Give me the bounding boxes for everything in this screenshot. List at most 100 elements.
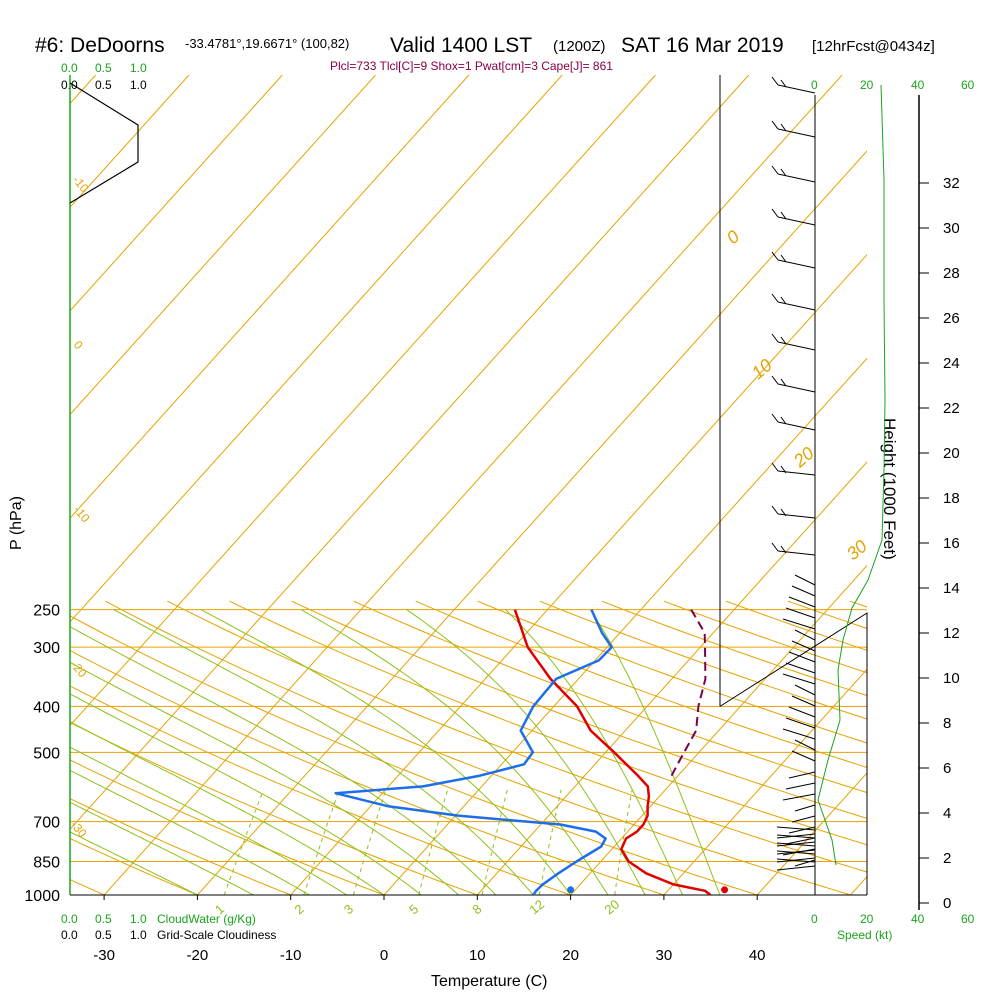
dry-adiabat <box>229 600 867 846</box>
forecast-label: [12hrFcst@0434z] <box>812 38 935 55</box>
speed-tick-top-1: 20 <box>860 78 874 92</box>
wind-barb <box>794 804 816 812</box>
isotherm-label-left: -20 <box>68 658 90 681</box>
speed-tick-top-0: 0 <box>811 78 818 92</box>
pressure-tick-label: 500 <box>33 745 60 762</box>
wind-barb-flag <box>780 296 787 305</box>
isotherm-line <box>476 461 867 895</box>
dry-adiabat <box>105 600 853 895</box>
valid-time: Valid 1400 LST <box>390 34 532 57</box>
dry-adiabat <box>477 600 867 744</box>
valid-date: SAT 16 Mar 2019 <box>621 34 784 57</box>
wind-barb <box>785 782 816 790</box>
temperature-tick-label: 30 <box>656 947 673 964</box>
height-tick-label: 6 <box>943 760 951 777</box>
wind-barb <box>782 793 816 801</box>
station-title: #6: DeDoorns <box>35 34 165 57</box>
indices-line: Plcl=733 Tlcl[C]=9 Shox=1 Pwat[cm]=3 Cap… <box>330 59 613 73</box>
height-tick-label: 16 <box>943 535 960 552</box>
isotherm-line <box>70 75 283 312</box>
speed-tick-top-3: 60 <box>961 78 975 92</box>
wind-barb-flag <box>780 211 787 220</box>
parcel-line <box>670 609 707 777</box>
wind-barb <box>782 673 816 685</box>
wind-barb <box>777 301 816 311</box>
height-tick-label: 30 <box>943 220 960 237</box>
pressure-tick-label: 250 <box>33 603 60 620</box>
dry-adiabat <box>70 685 573 895</box>
dry-adiabat <box>167 600 867 873</box>
pressure-tick-label: 700 <box>33 815 60 832</box>
wind-barb <box>791 695 816 707</box>
wind-barb-flag <box>771 208 779 218</box>
speed-tick-bottom-2: 40 <box>911 912 925 926</box>
speed-tick-bottom-3: 60 <box>961 912 975 926</box>
dry-adiabat <box>70 837 199 895</box>
wind-barb-flag <box>780 168 787 177</box>
wind-barb <box>791 750 816 762</box>
x-axis-title: Temperature (C) <box>431 973 547 990</box>
cloudwater-tick-1: 0.5 <box>95 61 112 75</box>
wind-barb <box>794 739 816 751</box>
wind-barb-flag <box>771 542 779 552</box>
temperature-tick-label: -30 <box>93 947 115 964</box>
wind-barb-flag <box>771 505 779 515</box>
speed-label: Speed (kt) <box>837 928 892 942</box>
moist-adiabat <box>200 609 571 895</box>
wind-barb <box>777 470 816 476</box>
cloudwater-label: CloudWater (g/Kg) <box>157 912 256 926</box>
pressure-tick-label: 400 <box>33 699 60 716</box>
wind-barb <box>785 837 816 845</box>
wind-barb <box>788 596 816 608</box>
isotherm-line <box>944 75 1000 895</box>
height-tick-label: 2 <box>943 850 951 867</box>
height-tick-label: 22 <box>943 400 960 417</box>
mixing-ratio-label: 12 <box>526 897 547 918</box>
height-tick-label: 10 <box>943 670 960 687</box>
dry-adiabat <box>601 600 867 697</box>
mixing-ratio-label: 20 <box>602 897 623 918</box>
height-tick-label: 26 <box>943 310 960 327</box>
dewpoint-line <box>334 609 613 895</box>
isotherm-line <box>663 668 867 895</box>
isotherm-line <box>70 75 563 623</box>
cloudiness-label: Grid-Scale Cloudiness <box>157 928 276 942</box>
mixing-ratio-label: 3 <box>341 901 356 917</box>
surface-dewpoint-marker <box>567 886 575 894</box>
height-axis-title: Height (1000 Feet) <box>880 418 899 560</box>
temperature-tick-label: 10 <box>469 947 486 964</box>
wind-barb-flag <box>780 416 787 425</box>
wind-barb-flag <box>780 465 787 474</box>
wind-barb <box>794 859 816 867</box>
isotherm-label: 20 <box>789 443 818 472</box>
wind-barb <box>776 850 816 855</box>
wind-barb <box>794 574 816 586</box>
height-tick-label: 32 <box>943 175 960 192</box>
moist-adiabat <box>300 609 609 895</box>
wind-barb <box>776 858 816 863</box>
wind-speed-profile <box>817 84 886 866</box>
moist-adiabat <box>589 609 721 895</box>
moist-adiabat <box>70 626 497 895</box>
height-tick-label: 24 <box>943 355 960 372</box>
right-frame-slant <box>719 612 868 895</box>
cloudiness-profile <box>69 82 139 204</box>
moist-adiabat <box>70 769 310 895</box>
isotherm-line <box>756 772 867 895</box>
moist-adiabat <box>70 721 385 895</box>
moist-adiabat <box>406 609 646 895</box>
isotherm-line <box>70 75 656 727</box>
mixing-ratio-label: 5 <box>406 901 421 917</box>
wind-barb <box>776 842 816 847</box>
wind-barb <box>777 216 816 226</box>
wind-barb <box>777 84 816 94</box>
height-tick-label: 14 <box>943 580 960 597</box>
isotherm-label-left: -10 <box>71 503 93 526</box>
dry-adiabat <box>974 601 1000 905</box>
temperature-tick-label: 40 <box>749 947 766 964</box>
wind-barb <box>785 607 816 619</box>
wind-barb <box>788 826 816 834</box>
moist-adiabat <box>70 661 459 895</box>
dry-adiabat <box>0 601 32 905</box>
temperature-tick-label: -20 <box>187 947 209 964</box>
